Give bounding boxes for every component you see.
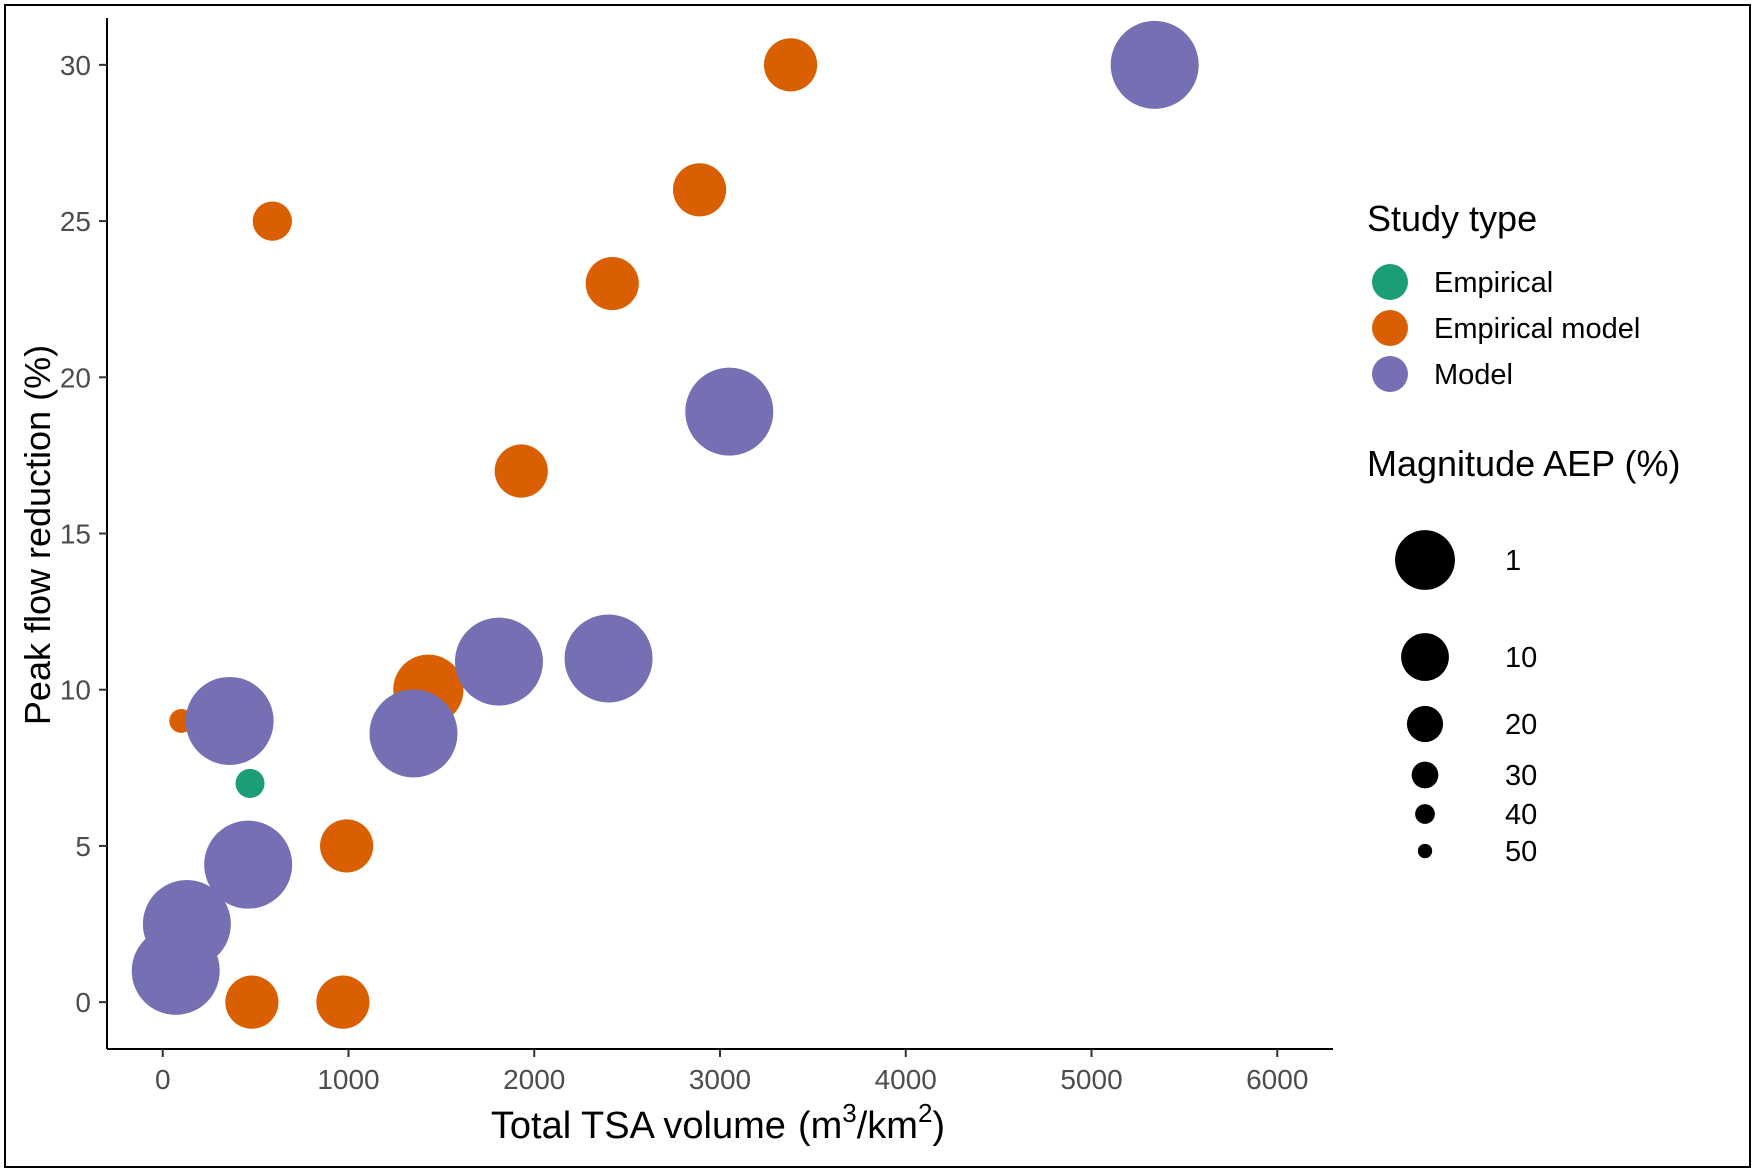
data-point-model bbox=[369, 689, 458, 778]
data-point-empirical-model bbox=[252, 201, 292, 241]
data-point-empirical-model bbox=[494, 444, 548, 498]
data-point-empirical-model bbox=[585, 256, 639, 311]
legend-size-label: 20 bbox=[1505, 709, 1537, 741]
legend: Study type Empirical Empirical model Model… bbox=[1367, 198, 1681, 868]
legend-size-label: 30 bbox=[1505, 760, 1537, 792]
legend-size-label: 10 bbox=[1505, 642, 1537, 674]
legend-color-entries: Empirical Empirical model Model bbox=[1372, 264, 1640, 392]
legend-size-label: 40 bbox=[1505, 799, 1537, 831]
x-tick-label: 5000 bbox=[1060, 1064, 1122, 1095]
legend-size-key bbox=[1395, 530, 1455, 590]
x-tick-label: 2000 bbox=[503, 1064, 565, 1095]
legend-label: Empirical model bbox=[1434, 313, 1640, 345]
data-point-model bbox=[204, 820, 293, 909]
figure-border bbox=[4, 4, 1751, 1168]
legend-key-model bbox=[1372, 356, 1408, 392]
y-axis-title: Peak flow reduction (%) bbox=[17, 345, 58, 725]
legend-size-key bbox=[1417, 843, 1433, 859]
data-point-empirical-model bbox=[763, 38, 818, 92]
data-point-model bbox=[564, 614, 653, 703]
axes: 0 1000 2000 3000 4000 5000 6000 0 5 10 15 20 25 30 bbox=[60, 18, 1333, 1095]
x-axis-title-text: Total TSA volume bbox=[491, 1105, 786, 1147]
legend-size-title: Magnitude AEP (%) bbox=[1367, 443, 1681, 484]
x-axis-unit-close: ) bbox=[932, 1105, 945, 1147]
data-point-empirical bbox=[235, 768, 265, 798]
data-point-empirical-model bbox=[225, 975, 279, 1029]
x-axis-ticks: 0 1000 2000 3000 4000 5000 6000 bbox=[155, 1049, 1308, 1095]
y-tick-label: 20 bbox=[60, 362, 91, 393]
y-axis-ticks: 0 5 10 15 20 25 30 bbox=[60, 50, 107, 1018]
data-point-model bbox=[454, 617, 543, 706]
legend-label: Model bbox=[1434, 359, 1513, 391]
legend-key-empirical bbox=[1372, 264, 1408, 300]
legend-size-key bbox=[1415, 804, 1435, 824]
plot-area bbox=[131, 20, 1199, 1029]
data-point-model bbox=[685, 367, 774, 456]
data-point-empirical-model bbox=[672, 163, 727, 217]
legend-color-title: Study type bbox=[1367, 198, 1537, 239]
legend-size-entries: 1 10 20 30 40 50 bbox=[1395, 530, 1537, 868]
legend-label: Empirical bbox=[1434, 267, 1553, 299]
x-axis-unit-mid: /km bbox=[857, 1105, 918, 1147]
x-axis-unit-exp1: 3 bbox=[842, 1098, 856, 1128]
x-axis-unit-exp2: 2 bbox=[918, 1098, 932, 1128]
y-tick-label: 30 bbox=[60, 50, 91, 81]
x-axis-title: Total TSA volume (m3/km2) bbox=[491, 1098, 945, 1147]
data-point-empirical-model bbox=[316, 975, 370, 1029]
legend-key-empirical-model bbox=[1372, 310, 1408, 346]
legend-size-key bbox=[1411, 761, 1439, 789]
y-tick-label: 10 bbox=[60, 675, 91, 706]
y-tick-label: 25 bbox=[60, 206, 91, 237]
legend-size-key bbox=[1406, 705, 1444, 743]
x-axis-unit-open: (m bbox=[798, 1105, 842, 1147]
legend-size-label: 50 bbox=[1505, 836, 1537, 868]
data-point-empirical-model bbox=[320, 819, 374, 873]
x-tick-label: 4000 bbox=[875, 1064, 937, 1095]
x-tick-label: 6000 bbox=[1246, 1064, 1308, 1095]
data-point-model bbox=[131, 926, 220, 1015]
legend-size-label: 1 bbox=[1505, 545, 1521, 577]
x-tick-label: 3000 bbox=[689, 1064, 751, 1095]
x-tick-label: 1000 bbox=[317, 1064, 379, 1095]
data-point-model bbox=[1110, 20, 1199, 109]
legend-size-key bbox=[1401, 633, 1449, 681]
y-tick-label: 5 bbox=[75, 831, 91, 862]
x-tick-label: 0 bbox=[155, 1064, 171, 1095]
y-tick-label: 0 bbox=[75, 987, 91, 1018]
data-point-model bbox=[185, 676, 274, 765]
y-tick-label: 15 bbox=[60, 519, 91, 550]
